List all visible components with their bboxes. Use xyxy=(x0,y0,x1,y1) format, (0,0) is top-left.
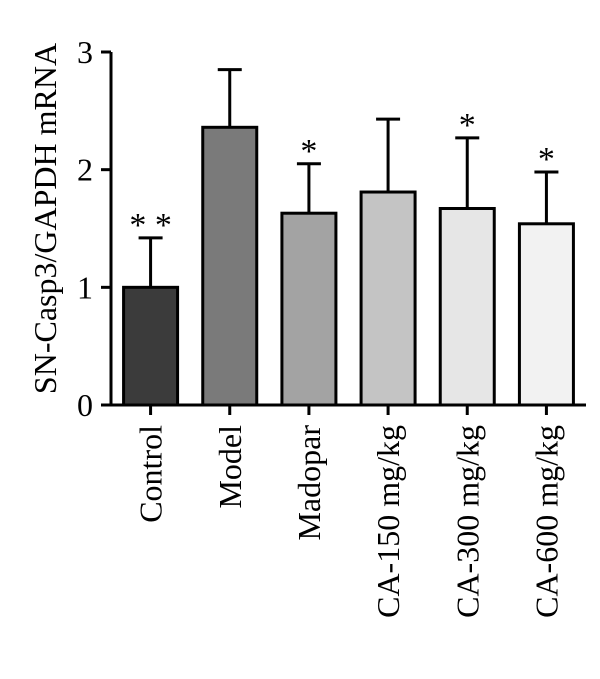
category-labels: Control Model Madopar CA-150 mg/kg CA-300 mg… xyxy=(133,405,564,618)
category-label-0: Control xyxy=(133,425,169,523)
bar-2 xyxy=(280,211,338,407)
category-label-4: CA-300 mg/kg xyxy=(449,425,485,618)
significance-marker-5: * xyxy=(538,141,555,178)
significance-marker-4: * xyxy=(459,107,476,144)
category-label-5: CA-600 mg/kg xyxy=(528,425,564,618)
y-axis-label: SN-Casp3/GAPDH mRNA xyxy=(27,43,63,394)
category-label-3: CA-150 mg/kg xyxy=(370,425,406,618)
bar-0 xyxy=(122,285,180,407)
category-label-1: Model xyxy=(212,425,248,509)
significance-marker-0: * * xyxy=(129,207,172,244)
y-ticks: 0 1 2 3 xyxy=(77,34,111,423)
y-tick-label-1: 1 xyxy=(77,269,93,305)
y-tick-label-2: 2 xyxy=(77,152,93,188)
category-label-2: Madopar xyxy=(291,425,327,541)
bar-4 xyxy=(438,206,496,407)
significance-marker-2: * xyxy=(300,133,317,170)
bar-5 xyxy=(517,222,575,407)
bars: * * * * * xyxy=(122,68,575,407)
y-tick-label-3: 3 xyxy=(77,34,93,70)
y-tick-label-0: 0 xyxy=(77,387,93,423)
bar-1 xyxy=(201,125,259,407)
bar-3 xyxy=(359,190,417,407)
